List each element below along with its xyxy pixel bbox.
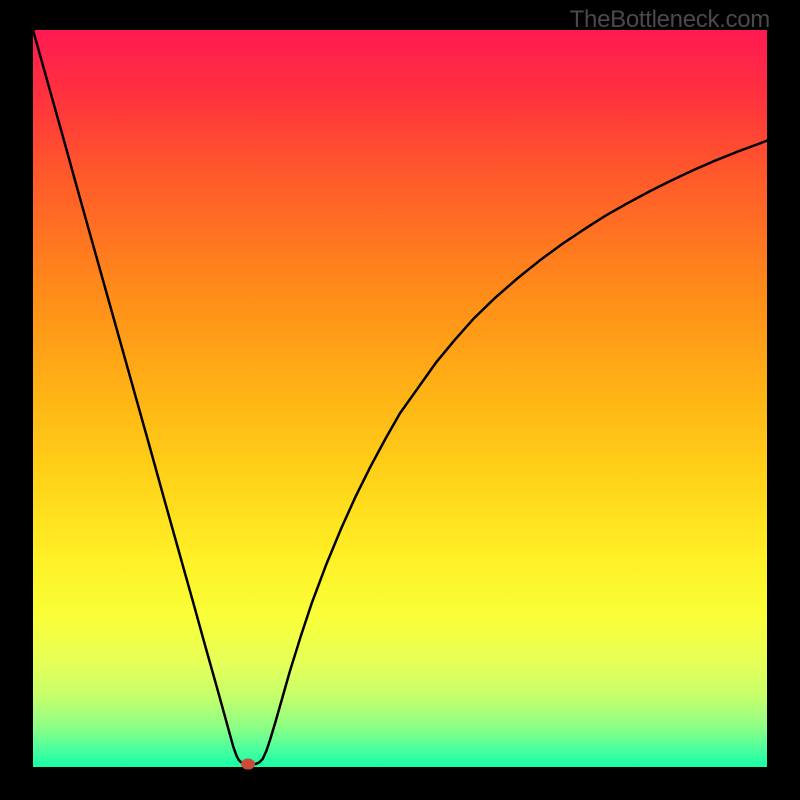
chart-container: TheBottleneck.com [0, 0, 800, 800]
optimal-point-marker [241, 759, 255, 770]
plot-background [33, 30, 767, 767]
watermark-text: TheBottleneck.com [570, 6, 770, 34]
chart-svg [0, 0, 800, 800]
